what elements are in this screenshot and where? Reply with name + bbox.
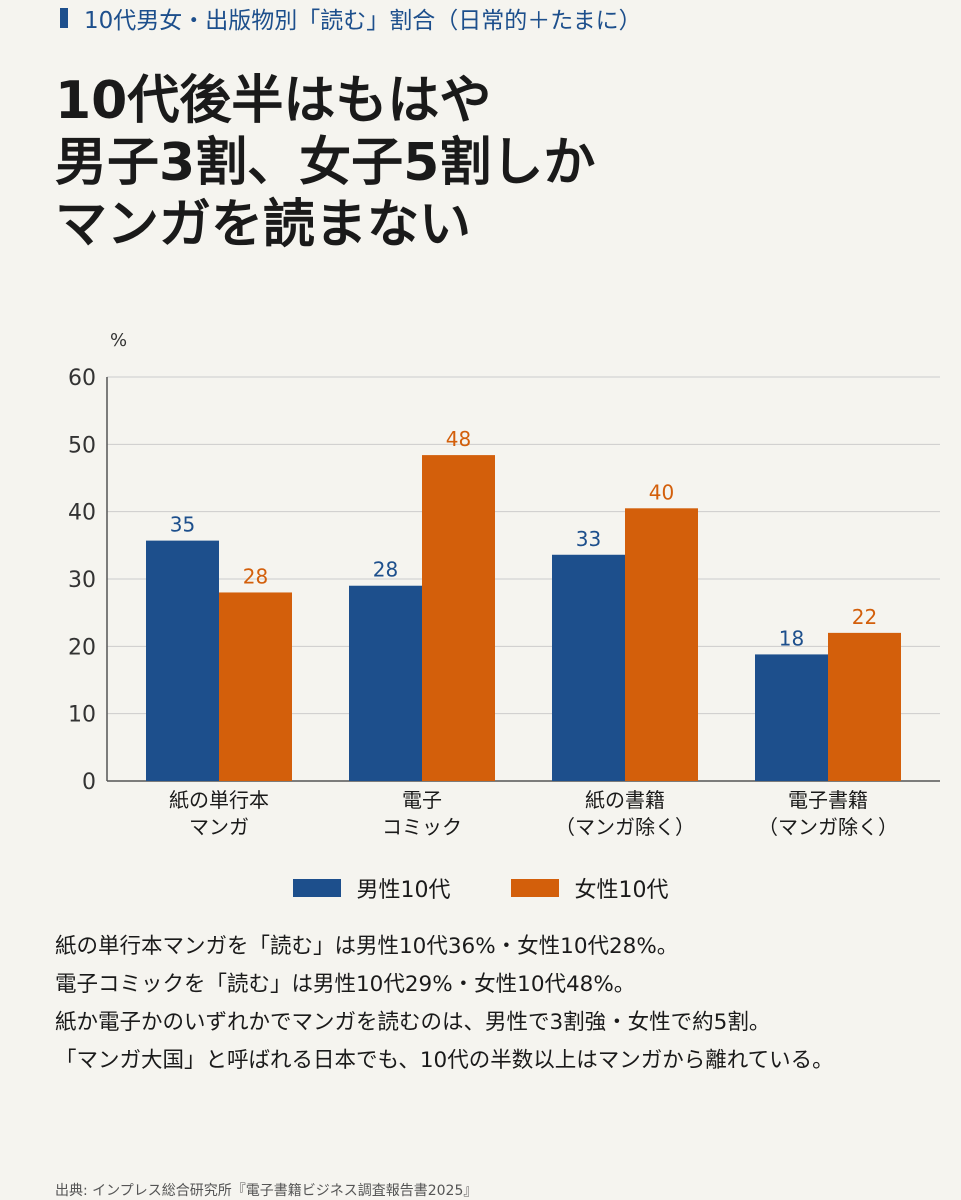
y-tick-label: 50 bbox=[68, 433, 96, 458]
y-tick-label: 20 bbox=[68, 635, 96, 660]
bar-female bbox=[828, 632, 901, 781]
headline-line: マンガを読まない bbox=[55, 195, 472, 255]
x-tick-label: コミック bbox=[382, 815, 462, 839]
bar-male bbox=[552, 554, 625, 781]
data-label-male: 35 bbox=[170, 513, 195, 537]
y-axis-unit: % bbox=[110, 330, 127, 351]
y-tick-label: 0 bbox=[82, 770, 96, 795]
summary-text: 紙の単行本マンガを「読む」は男性10代36%・女性10代28%。 電子コミックを… bbox=[55, 928, 935, 1080]
data-label-female: 48 bbox=[446, 427, 471, 451]
bar-female bbox=[422, 455, 495, 781]
x-tick-label: 紙の書籍 bbox=[585, 788, 665, 812]
kicker: 10代男女・出版物別「読む」割合（日常的＋たまに） bbox=[60, 4, 642, 34]
summary-line: 紙の単行本マンガを「読む」は男性10代36%・女性10代28%。 bbox=[55, 934, 679, 959]
bar-female bbox=[219, 592, 292, 781]
data-label-female: 22 bbox=[852, 605, 877, 629]
bar-male bbox=[349, 585, 422, 781]
source-note: 出典: インプレス総合研究所『電子書籍ビジネス調査報告書2025』 bbox=[55, 1183, 478, 1199]
headline-line: 男子3割、女子5割しか bbox=[55, 133, 596, 193]
headline: 10代後半はもはや 男子3割、女子5割しか マンガを読まない bbox=[55, 70, 915, 256]
summary-line: 「マンガ大国」と呼ばれる日本でも、10代の半数以上はマンガから離れている。 bbox=[55, 1048, 834, 1073]
data-label-male: 28 bbox=[373, 558, 398, 582]
summary-line: 電子コミックを「読む」は男性10代29%・女性10代48%。 bbox=[55, 972, 636, 997]
data-label-female: 28 bbox=[243, 564, 268, 588]
y-tick-label: 40 bbox=[68, 501, 96, 526]
y-tick-label: 30 bbox=[68, 568, 96, 593]
x-tick-label: 電子書籍 bbox=[788, 788, 868, 812]
x-tick-label: 紙の単行本 bbox=[169, 788, 269, 812]
kicker-text: 10代男女・出版物別「読む」割合（日常的＋たまに） bbox=[84, 8, 642, 34]
data-label-male: 18 bbox=[779, 626, 804, 650]
legend-item-female: 女性10代 bbox=[510, 872, 669, 904]
x-tick-label: （マンガ除く） bbox=[758, 815, 898, 839]
x-tick-label: （マンガ除く） bbox=[555, 815, 695, 839]
x-tick-label: 電子 bbox=[402, 788, 442, 812]
data-label-male: 33 bbox=[576, 527, 601, 551]
bar-chart: % 0 10 20 30 40 50 60 35 28 紙の単行本マンガ 28 48 電子コミック 33 40… bbox=[68, 330, 940, 839]
legend-item-male: 男性10代 bbox=[292, 872, 451, 904]
kicker-accent-bar bbox=[60, 8, 68, 28]
bar-male bbox=[755, 654, 828, 781]
bar-male bbox=[146, 540, 219, 781]
legend-swatch-female bbox=[510, 879, 559, 897]
x-tick-label: マンガ bbox=[189, 815, 249, 839]
y-tick-label: 10 bbox=[68, 703, 96, 728]
legend-swatch-male bbox=[292, 879, 341, 897]
headline-line: 10代後半はもはや bbox=[55, 71, 492, 131]
bar-female bbox=[625, 508, 698, 781]
summary-line: 紙か電子かのいずれかでマンガを読むのは、男性で3割強・女性で約5割。 bbox=[55, 1010, 771, 1035]
legend-label-female: 女性10代 bbox=[574, 878, 669, 903]
data-label-female: 40 bbox=[649, 480, 674, 504]
legend-label-male: 男性10代 bbox=[356, 878, 451, 903]
y-tick-label: 60 bbox=[68, 366, 96, 391]
legend: 男性10代 女性10代 bbox=[0, 872, 961, 904]
